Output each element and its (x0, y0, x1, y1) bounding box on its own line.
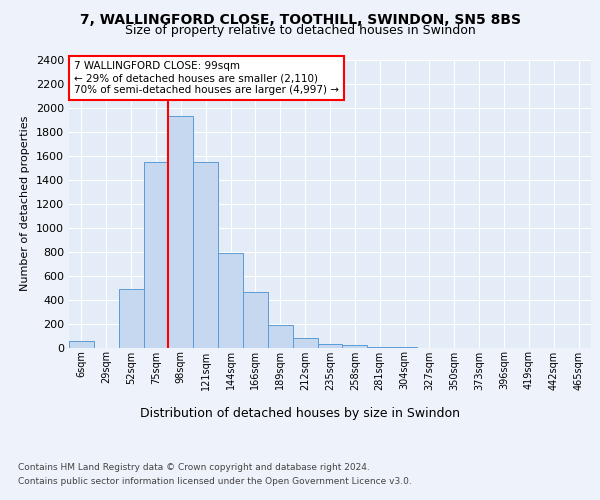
Bar (69, 341, 94, 347)
Bar (169, 116, 193, 348)
Bar (367, 347, 392, 348)
Bar (392, 347, 417, 348)
Bar (243, 292, 268, 348)
Text: Contains HM Land Registry data © Crown copyright and database right 2024.: Contains HM Land Registry data © Crown c… (18, 462, 370, 471)
Text: Distribution of detached houses by size in Swindon: Distribution of detached houses by size … (140, 408, 460, 420)
Bar (119, 289, 143, 348)
Bar (293, 338, 317, 347)
Bar (193, 162, 218, 348)
Text: 7, WALLINGFORD CLOSE, TOOTHILL, SWINDON, SN5 8BS: 7, WALLINGFORD CLOSE, TOOTHILL, SWINDON,… (79, 12, 521, 26)
Text: Contains public sector information licensed under the Open Government Licence v3: Contains public sector information licen… (18, 478, 412, 486)
Bar (317, 344, 343, 348)
Y-axis label: Number of detached properties: Number of detached properties (20, 116, 31, 292)
Text: 7 WALLINGFORD CLOSE: 99sqm
← 29% of detached houses are smaller (2,110)
70% of s: 7 WALLINGFORD CLOSE: 99sqm ← 29% of deta… (74, 62, 339, 94)
Bar (268, 324, 293, 347)
Bar (218, 253, 243, 348)
Bar (143, 162, 169, 348)
Text: Size of property relative to detached houses in Swindon: Size of property relative to detached ho… (125, 24, 475, 37)
Bar (343, 345, 367, 348)
